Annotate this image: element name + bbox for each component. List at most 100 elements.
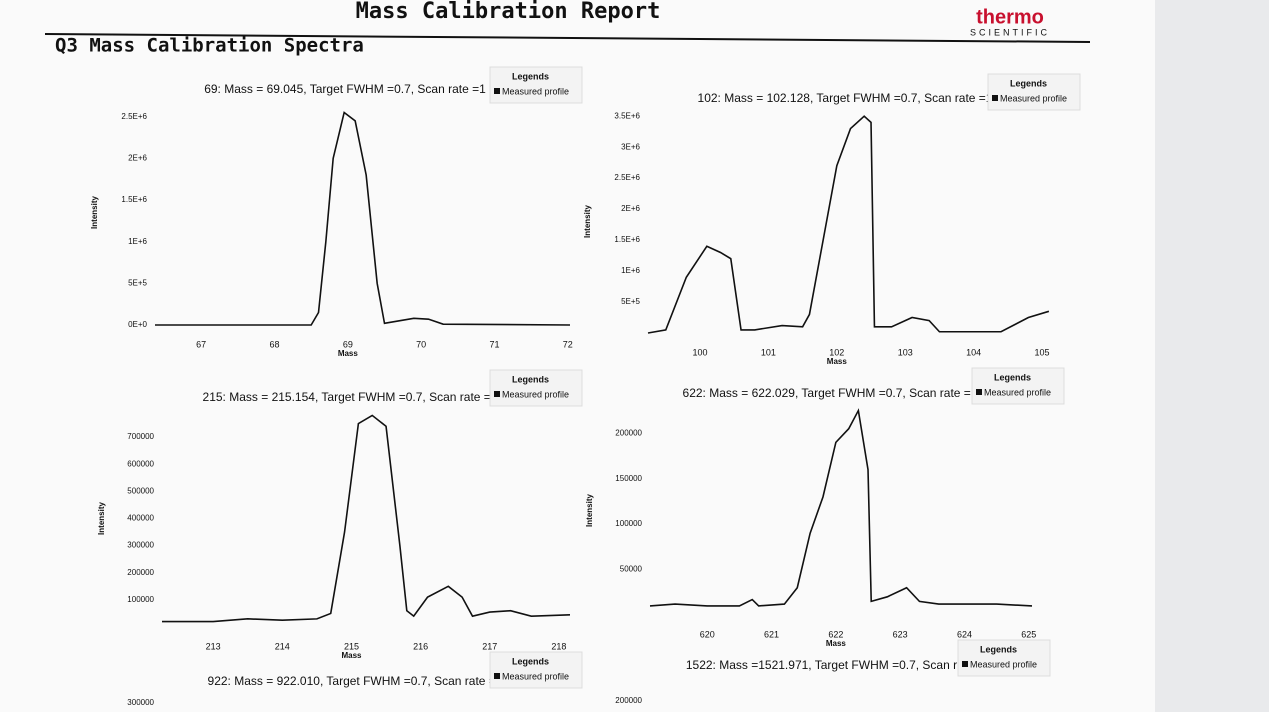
report-title: Mass Calibration Report [356,0,661,24]
chart-title: 1522: Mass =1521.971, Target FWHM =0.7, … [686,658,984,672]
y-tick-label: 2.5E+6 [121,112,147,121]
x-axis-label: Mass [826,639,847,648]
legend-title: Legends [512,71,549,81]
legend-title: Legends [512,656,549,666]
legend-swatch [494,673,500,679]
x-tick-label: 68 [270,339,280,349]
x-tick-label: 100 [692,347,707,357]
legend-box [987,73,1081,111]
y-tick-label: 700000 [127,432,154,441]
x-tick-label: 67 [196,339,206,349]
profile-line [155,111,571,326]
y-tick-label: 300000 [127,698,154,707]
legend-swatch [494,88,500,94]
y-axis-label: Intensity [90,196,99,229]
x-tick-label: 69 [343,339,353,349]
legend-box [489,369,583,407]
y-axis-label: Intensity [97,502,106,535]
header-rule [44,33,1091,43]
y-tick-label: 100000 [127,595,154,604]
x-tick-label: 623 [893,629,908,639]
x-tick-label: 621 [764,629,779,639]
legend-box [957,639,1051,677]
y-tick-label: 50000 [620,565,643,574]
x-tick-label: 215 [344,641,359,651]
x-tick-label: 624 [957,629,972,639]
legend-title: Legends [994,372,1031,382]
legend-title: Legends [980,644,1017,654]
x-tick-label: 101 [761,347,776,357]
legend-swatch [962,661,968,667]
y-axis-label: Intensity [585,494,594,527]
y-tick-label: 0E+0 [128,320,147,329]
paper [0,0,1155,712]
y-tick-label: 2E+6 [621,204,640,213]
y-tick-label: 400000 [127,514,154,523]
legend-title: Legends [1010,78,1047,88]
y-tick-label: 5E+5 [621,297,640,306]
profile-line [647,115,1050,334]
legend-box [489,651,583,689]
legend-label: Measured profile [502,86,569,96]
legend-swatch [976,389,982,395]
x-tick-label: 71 [489,339,499,349]
legend-label: Measured profile [502,671,569,681]
x-tick-label: 218 [551,641,566,651]
y-tick-label: 5E+5 [128,278,147,287]
x-tick-label: 103 [898,347,913,357]
x-axis-label: Mass [827,357,848,366]
chart-title: 69: Mass = 69.045, Target FWHM =0.7, Sca… [204,82,486,96]
y-tick-label: 1.5E+6 [614,235,640,244]
x-axis-label: Mass [341,651,362,660]
profile-line [649,408,1033,607]
y-tick-label: 200000 [127,568,154,577]
x-tick-label: 213 [206,641,221,651]
y-tick-label: 1E+6 [621,266,640,275]
legend-label: Measured profile [970,659,1037,669]
logo: thermo [976,6,1044,28]
x-tick-label: 625 [1021,629,1036,639]
legend-label: Measured profile [1000,93,1067,103]
y-tick-label: 200000 [615,696,642,705]
x-tick-label: 622 [828,629,843,639]
x-tick-label: 620 [700,629,715,639]
x-tick-label: 72 [563,339,573,349]
x-tick-label: 214 [275,641,290,651]
chart-title: 215: Mass = 215.154, Target FWHM =0.7, S… [203,390,498,404]
y-tick-label: 300000 [127,541,154,550]
chart-title: 922: Mass = 922.010, Target FWHM =0.7, S… [208,674,503,688]
x-tick-label: 104 [966,347,981,357]
chart-title: 622: Mass = 622.029, Target FWHM =0.7, S… [683,386,978,400]
x-tick-label: 216 [413,641,428,651]
y-tick-label: 2.5E+6 [614,173,640,182]
legend-box [489,66,583,104]
y-tick-label: 2E+6 [128,153,147,162]
y-axis-label: Intensity [583,205,592,238]
x-axis-label: Mass [338,349,359,358]
x-tick-label: 102 [829,347,844,357]
y-tick-label: 200000 [615,428,642,437]
y-tick-label: 500000 [127,486,154,495]
logo-sub: SCIENTIFIC [970,27,1050,37]
x-tick-label: 217 [482,641,497,651]
chart-title: 102: Mass = 102.128, Target FWHM =0.7, S… [698,91,993,105]
legend-label: Measured profile [502,389,569,399]
legend-swatch [992,95,998,101]
y-tick-label: 600000 [127,459,154,468]
y-tick-label: 3E+6 [621,142,640,151]
legend-swatch [494,391,500,397]
y-tick-label: 1E+6 [128,237,147,246]
x-tick-label: 105 [1035,347,1050,357]
y-tick-label: 150000 [615,474,642,483]
y-tick-label: 3.5E+6 [614,111,640,120]
legend-title: Legends [512,374,549,384]
y-tick-label: 1.5E+6 [121,195,147,204]
section-title: Q3 Mass Calibration Spectra [55,35,364,57]
y-tick-label: 100000 [615,519,642,528]
legend-box [971,367,1065,405]
x-tick-label: 70 [416,339,426,349]
legend-label: Measured profile [984,387,1051,397]
profile-line [162,414,571,623]
